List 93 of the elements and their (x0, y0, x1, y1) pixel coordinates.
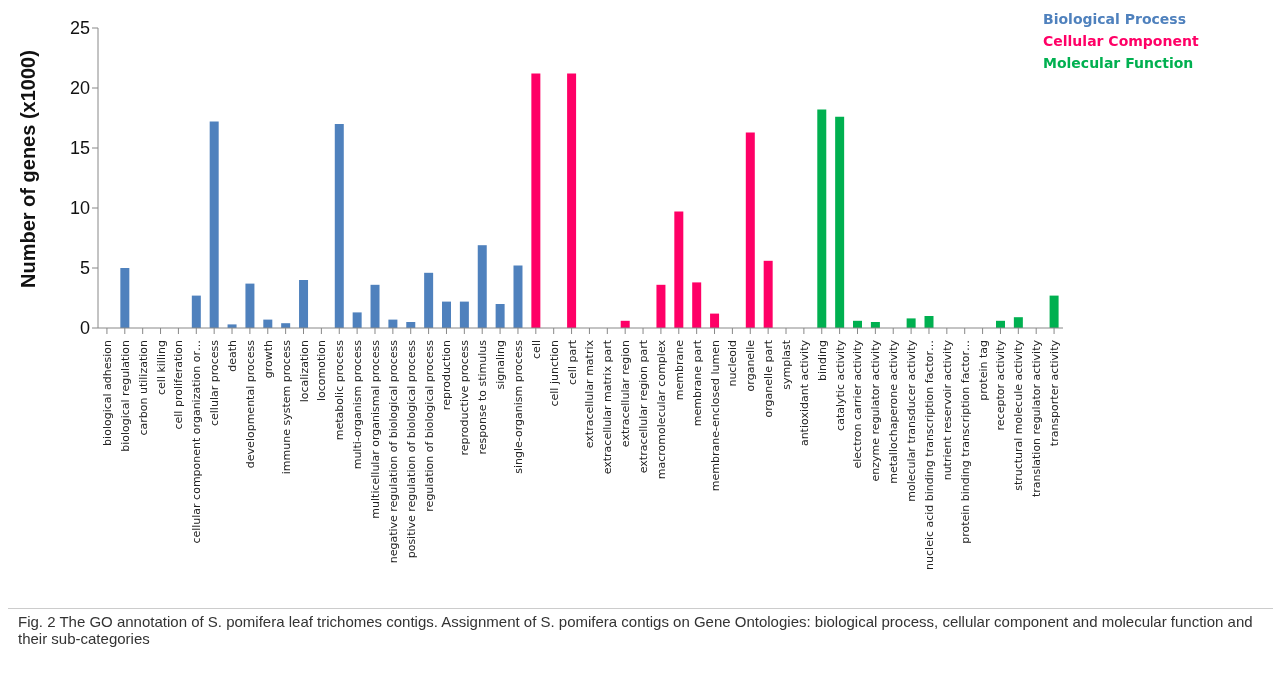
x-tick-label: reproduction (440, 339, 454, 411)
x-tick-label: single-organism process (511, 339, 525, 474)
bar (442, 301, 451, 328)
y-tick-label: 15 (69, 138, 90, 159)
x-tick-label: electron carrier activity (851, 339, 865, 469)
x-tick-label: catalytic activity (833, 339, 847, 431)
bar (120, 268, 130, 328)
x-tick-label: regulation of biological process (422, 339, 436, 512)
x-tick-label: metabolic process (333, 339, 347, 441)
x-tick-label: positive regulation of biological process (404, 339, 418, 559)
bar (1013, 317, 1023, 328)
x-tick-label: response to stimulus (476, 339, 490, 455)
y-tick-label: 20 (69, 78, 90, 99)
bar (531, 73, 541, 328)
x-tick-label: extracellular region part (637, 339, 651, 474)
x-tick-label: protein binding transcription factor… (958, 340, 972, 544)
bar (495, 304, 505, 328)
x-tick-label: cellular component organization or… (190, 340, 204, 544)
bar (352, 312, 362, 328)
x-tick-label: organelle (744, 339, 758, 392)
x-tick-label: structural molecule activity (1012, 339, 1026, 491)
text: Cellular Component (1043, 32, 1200, 51)
bar (245, 283, 255, 328)
x-tick-label: developmental process (243, 339, 257, 469)
bar (477, 245, 487, 328)
x-tick-label: nucleic acid binding transcription factor… (922, 340, 936, 570)
bar (817, 109, 827, 328)
x-tick-label: binding (815, 340, 829, 382)
bar (513, 265, 523, 328)
bar (656, 284, 666, 328)
bar (334, 124, 344, 328)
x-tick-label: multicellular organismal process (368, 339, 382, 519)
y-tick-label: 10 (69, 198, 90, 219)
bar (567, 73, 577, 328)
bar (424, 272, 434, 328)
x-tick-label: biological regulation (118, 339, 132, 452)
caption: Fig. 2 The GO annotation of S. pomifera leaf trichomes contigs. Assignment of S. pomifera contigs on Gene Ontologies: biological process, cellular component and molecular function and their sub-categories (8, 608, 1273, 651)
x-tick-label: growth (261, 339, 275, 379)
x-tick-label: localization (297, 339, 311, 403)
bar (710, 313, 720, 328)
x-tick-label: translation regulator activity (1030, 339, 1044, 498)
text: Biological Process (1043, 10, 1187, 29)
x-tick-label: symplast (780, 339, 794, 390)
x-tick-label: carbon utilization (136, 339, 150, 436)
bar (191, 295, 201, 328)
x-tick-label: enzyme regulator activity (869, 339, 883, 482)
x-tick-label: cell junction (547, 339, 561, 407)
y-tick-label: 25 (69, 18, 90, 39)
x-tick-label: antioxidant activity (797, 339, 811, 447)
x-tick-label: membrane (672, 339, 686, 401)
x-tick-label: extracellular matrix part (601, 339, 615, 475)
bar (692, 282, 702, 328)
bar (674, 211, 684, 328)
bar (763, 260, 773, 328)
y-tick-label: 5 (79, 258, 90, 279)
x-tick-label: organelle part (762, 339, 776, 418)
x-tick-label: membrane part (690, 339, 704, 427)
bar (459, 301, 469, 328)
x-tick-label: metallochaperone activity (887, 339, 901, 484)
x-tick-label: protein tag (976, 340, 990, 401)
bar (299, 280, 309, 328)
bar (745, 132, 755, 328)
x-tick-label: extracellular region (619, 339, 633, 448)
x-tick-label: transporter activity (1048, 339, 1062, 447)
x-tick-label: death (226, 339, 240, 372)
x-tick-label: locomotion (315, 339, 329, 402)
y-tick-label: 0 (79, 318, 90, 339)
x-tick-label: macromolecular complex (654, 339, 668, 480)
x-tick-label: cell (529, 340, 543, 359)
x-tick-label: molecular transducer activity (905, 339, 919, 502)
x-tick-label: extracellular matrix (583, 339, 597, 449)
bar (835, 116, 845, 328)
x-tick-label: immune system process (279, 339, 293, 475)
y-axis-title: Number of genes (x1000) (17, 50, 40, 288)
text: Molecular Function (1043, 54, 1195, 73)
x-tick-label: multi-organism process (351, 339, 365, 470)
x-tick-label: receptor activity (994, 339, 1008, 431)
x-tick-label: membrane-enclosed lumen (708, 339, 722, 492)
bar (209, 121, 219, 328)
x-tick-label: reproductive process (458, 339, 472, 456)
x-tick-label: nucleoid (726, 340, 740, 387)
x-tick-label: signaling (494, 340, 508, 390)
x-tick-label: cell killing (154, 340, 168, 395)
x-tick-label: biological adhesion (100, 339, 114, 446)
bar (924, 316, 934, 328)
bar (370, 284, 380, 328)
x-tick-label: negative regulation of biological process (386, 339, 400, 564)
x-tick-label: cell proliferation (172, 339, 186, 430)
bar (1049, 295, 1059, 328)
x-tick-label: nutrient reservoir activity (940, 339, 954, 481)
bar (906, 318, 916, 328)
x-tick-label: cellular process (208, 339, 222, 426)
x-tick-label: cell part (565, 339, 579, 385)
